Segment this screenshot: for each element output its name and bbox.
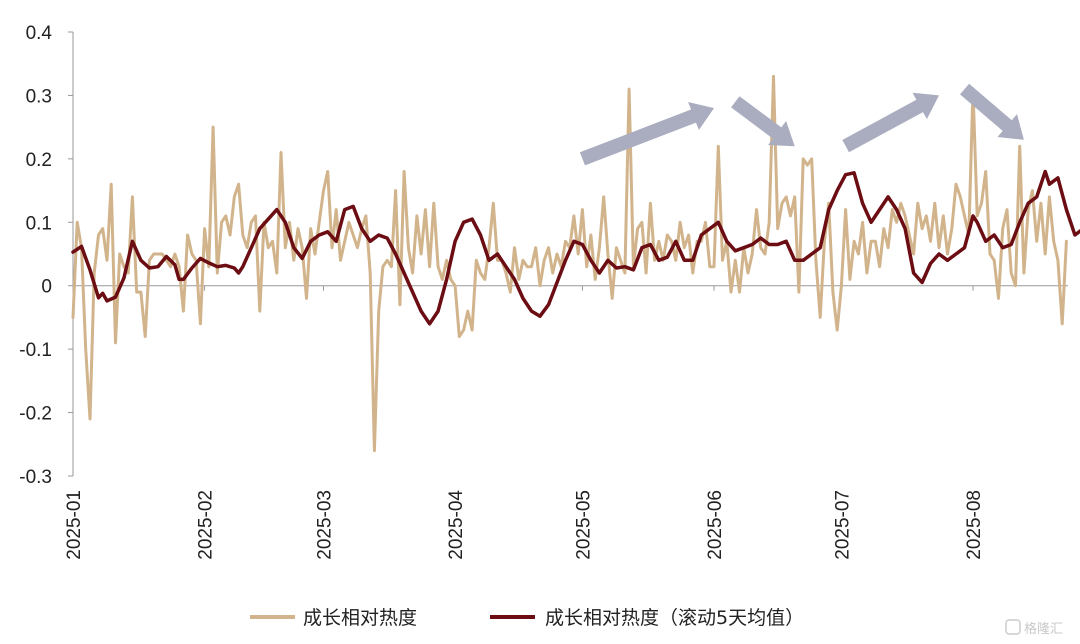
legend-label-raw: 成长相对热度 xyxy=(303,607,417,629)
legend-label-ma5: 成长相对热度（滚动5天均值） xyxy=(545,607,804,629)
legend: 成长相对热度 成长相对热度（滚动5天均值） xyxy=(250,607,804,629)
y-axis: 0.4 0.3 0.2 0.1 0 -0.1 -0.2 -0.3 xyxy=(19,23,74,488)
trend-arrow-down xyxy=(960,83,1024,140)
x-axis: 2025-01 2025-02 2025-03 2025-04 2025-05 2025-… xyxy=(64,285,1068,560)
x-tick-label: 2025-02 xyxy=(196,490,217,560)
x-tick-label: 2025-04 xyxy=(446,490,467,560)
y-tick-label: 0.4 xyxy=(26,23,53,44)
x-tick-label: 2025-06 xyxy=(705,490,726,560)
series-layer xyxy=(71,74,1080,453)
series-line-raw xyxy=(71,74,1068,453)
x-tick-label: 2025-08 xyxy=(964,490,985,560)
y-tick-label: -0.1 xyxy=(19,340,52,361)
trend-arrow-up xyxy=(842,92,939,153)
y-tick-label: -0.2 xyxy=(19,404,52,425)
watermark: 格隆汇 xyxy=(1005,619,1063,637)
x-tick-label: 2025-05 xyxy=(573,490,594,560)
series-line-ma5 xyxy=(71,169,1080,326)
y-tick-label: -0.3 xyxy=(19,467,52,488)
y-tick-label: 0 xyxy=(41,277,52,298)
x-tick-label: 2025-03 xyxy=(314,490,335,560)
y-tick-label: 0.2 xyxy=(26,150,52,171)
trend-arrow-down xyxy=(731,96,795,147)
y-tick-label: 0.3 xyxy=(26,86,52,107)
trend-arrows xyxy=(579,83,1024,166)
trend-arrow-up xyxy=(579,102,714,166)
x-tick-label: 2025-07 xyxy=(832,490,853,560)
y-tick-label: 0.1 xyxy=(26,213,52,234)
x-tick-label: 2025-01 xyxy=(64,490,85,560)
watermark-text: 格隆汇 xyxy=(1024,621,1063,637)
watermark-logo-icon xyxy=(1005,619,1021,635)
